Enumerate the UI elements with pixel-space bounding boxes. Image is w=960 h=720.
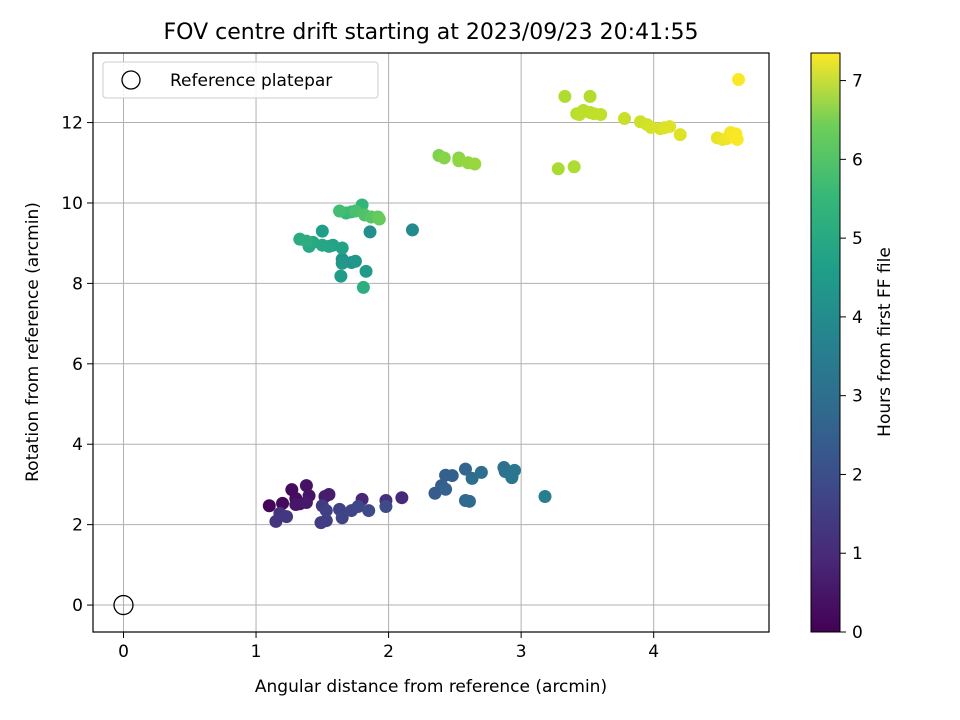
colorbar-tick-label: 7: [852, 72, 863, 92]
data-point: [395, 491, 409, 505]
x-axis-ticks: 0 1 2 3 4: [118, 632, 659, 662]
x-axis-label: Angular distance from reference (arcmin): [255, 677, 607, 697]
data-point: [362, 504, 376, 518]
data-point: [458, 462, 472, 476]
colorbar-tick-label: 1: [852, 544, 863, 564]
y-axis-ticks: 0 2 4 6 8 10 12: [61, 114, 93, 616]
data-point: [348, 254, 362, 268]
data-point: [558, 89, 572, 103]
data-point: [468, 157, 482, 171]
data-point: [335, 256, 349, 270]
data-point: [280, 510, 294, 524]
data-point: [262, 499, 276, 513]
y-tick-label: 0: [72, 596, 83, 616]
data-point: [618, 112, 632, 126]
x-tick-label: 0: [118, 642, 129, 662]
y-tick-label: 12: [61, 114, 83, 134]
data-point: [363, 225, 377, 239]
data-point: [335, 241, 349, 255]
x-tick-label: 2: [383, 642, 394, 662]
data-point: [372, 212, 386, 226]
data-point: [673, 128, 687, 142]
data-point: [505, 469, 519, 483]
data-point: [359, 264, 373, 278]
plot-frame: [92, 52, 770, 633]
colorbar-tick-label: 2: [852, 465, 863, 485]
data-point: [551, 162, 565, 176]
y-tick-label: 4: [72, 435, 83, 455]
data-point: [319, 504, 333, 518]
reference-point: [113, 594, 134, 616]
colorbar-tick-label: 0: [852, 623, 863, 643]
data-point: [333, 204, 347, 218]
colorbar-tick-label: 4: [852, 308, 863, 328]
colorbar-tick-label: 3: [852, 387, 863, 407]
data-points: [113, 73, 746, 616]
colorbar-label: Hours from first FF file: [875, 247, 895, 437]
y-tick-label: 10: [61, 194, 83, 214]
data-point: [474, 465, 488, 479]
data-point: [315, 224, 329, 238]
data-point: [269, 514, 283, 528]
data-point: [538, 489, 552, 503]
data-point: [437, 151, 451, 165]
data-point: [319, 514, 333, 528]
chart-title: FOV centre drift starting at 2023/09/23 …: [164, 20, 699, 45]
data-point: [356, 280, 370, 294]
x-tick-label: 1: [251, 642, 262, 662]
data-point: [572, 108, 586, 122]
y-tick-label: 6: [72, 355, 83, 375]
y-tick-label: 2: [72, 516, 83, 536]
data-point: [335, 511, 349, 525]
legend: Reference platepar: [102, 61, 379, 99]
data-point: [322, 487, 336, 501]
data-point: [334, 269, 348, 283]
grid-lines: [93, 53, 769, 632]
colorbar-gradient: [810, 52, 841, 633]
legend-box: [102, 61, 379, 99]
y-tick-label: 8: [72, 274, 83, 294]
data-point: [299, 234, 313, 248]
data-point: [594, 108, 608, 122]
data-point: [465, 471, 479, 485]
colorbar-ticks: 0 1 2 3 4 5 6 7: [840, 72, 863, 643]
legend-marker: [121, 70, 141, 90]
data-point: [276, 496, 290, 510]
data-point: [289, 498, 303, 512]
data-point: [299, 479, 313, 493]
data-point: [299, 496, 313, 510]
x-tick-label: 3: [516, 642, 527, 662]
colorbar-tick-label: 5: [852, 229, 863, 249]
data-point: [439, 482, 453, 496]
data-point: [567, 160, 581, 174]
legend-label: Reference platepar: [170, 71, 332, 91]
data-point: [663, 120, 677, 134]
data-point: [732, 73, 746, 87]
colorbar: 0 1 2 3 4 5 6 7 Hours from first FF file: [810, 52, 895, 643]
y-axis-label: Rotation from reference (arcmin): [23, 202, 43, 482]
colorbar-tick-label: 6: [852, 150, 863, 170]
data-point: [379, 500, 393, 514]
data-point: [730, 132, 744, 146]
data-point: [462, 494, 476, 508]
data-point: [405, 223, 419, 237]
data-point: [445, 469, 459, 483]
x-tick-label: 4: [648, 642, 659, 662]
data-point: [583, 89, 597, 103]
data-point: [351, 500, 365, 514]
